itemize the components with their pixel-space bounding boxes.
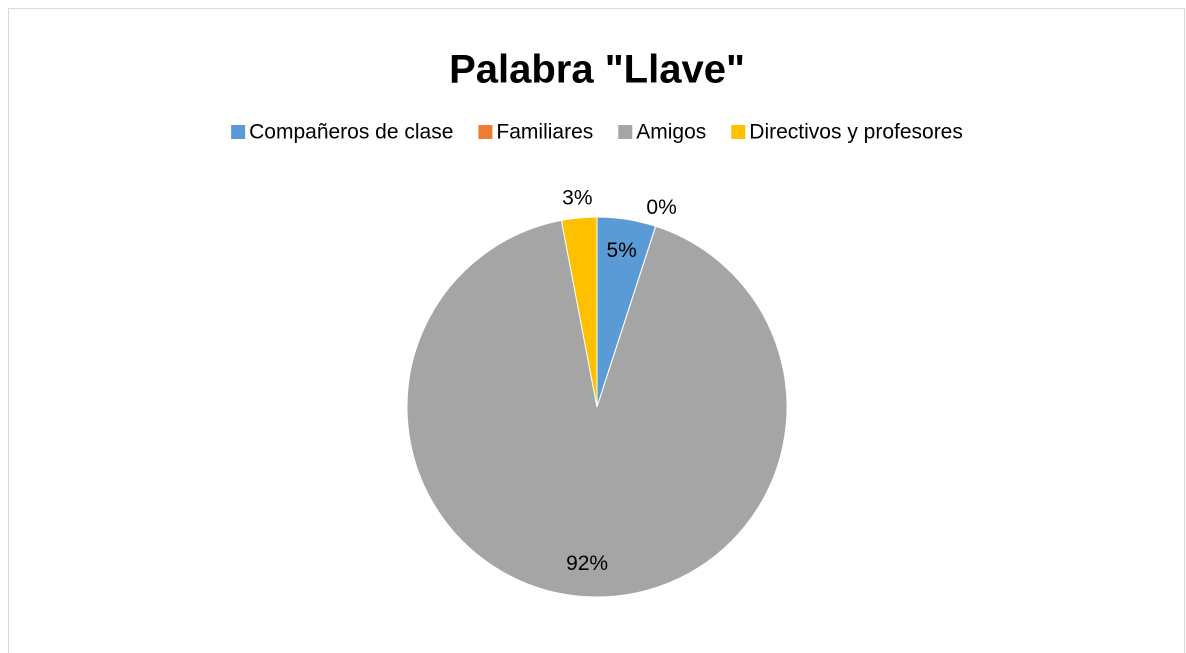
legend-label: Compañeros de clase <box>249 121 453 144</box>
legend-swatch <box>618 125 633 139</box>
data-label: 0% <box>646 196 676 219</box>
data-label: 5% <box>606 239 636 262</box>
data-label: 92% <box>566 552 608 575</box>
legend-swatch <box>731 125 746 139</box>
chart-title: Palabra "Llave" <box>449 48 745 92</box>
legend-swatch <box>478 125 493 139</box>
legend-label: Familiares <box>496 121 593 144</box>
pie-slice <box>560 216 598 408</box>
data-label: 3% <box>562 186 592 209</box>
pie-slice <box>406 219 788 598</box>
legend-label: Directivos y profesores <box>749 121 963 144</box>
legend-swatch <box>231 125 246 139</box>
legend-label: Amigos <box>636 121 706 144</box>
